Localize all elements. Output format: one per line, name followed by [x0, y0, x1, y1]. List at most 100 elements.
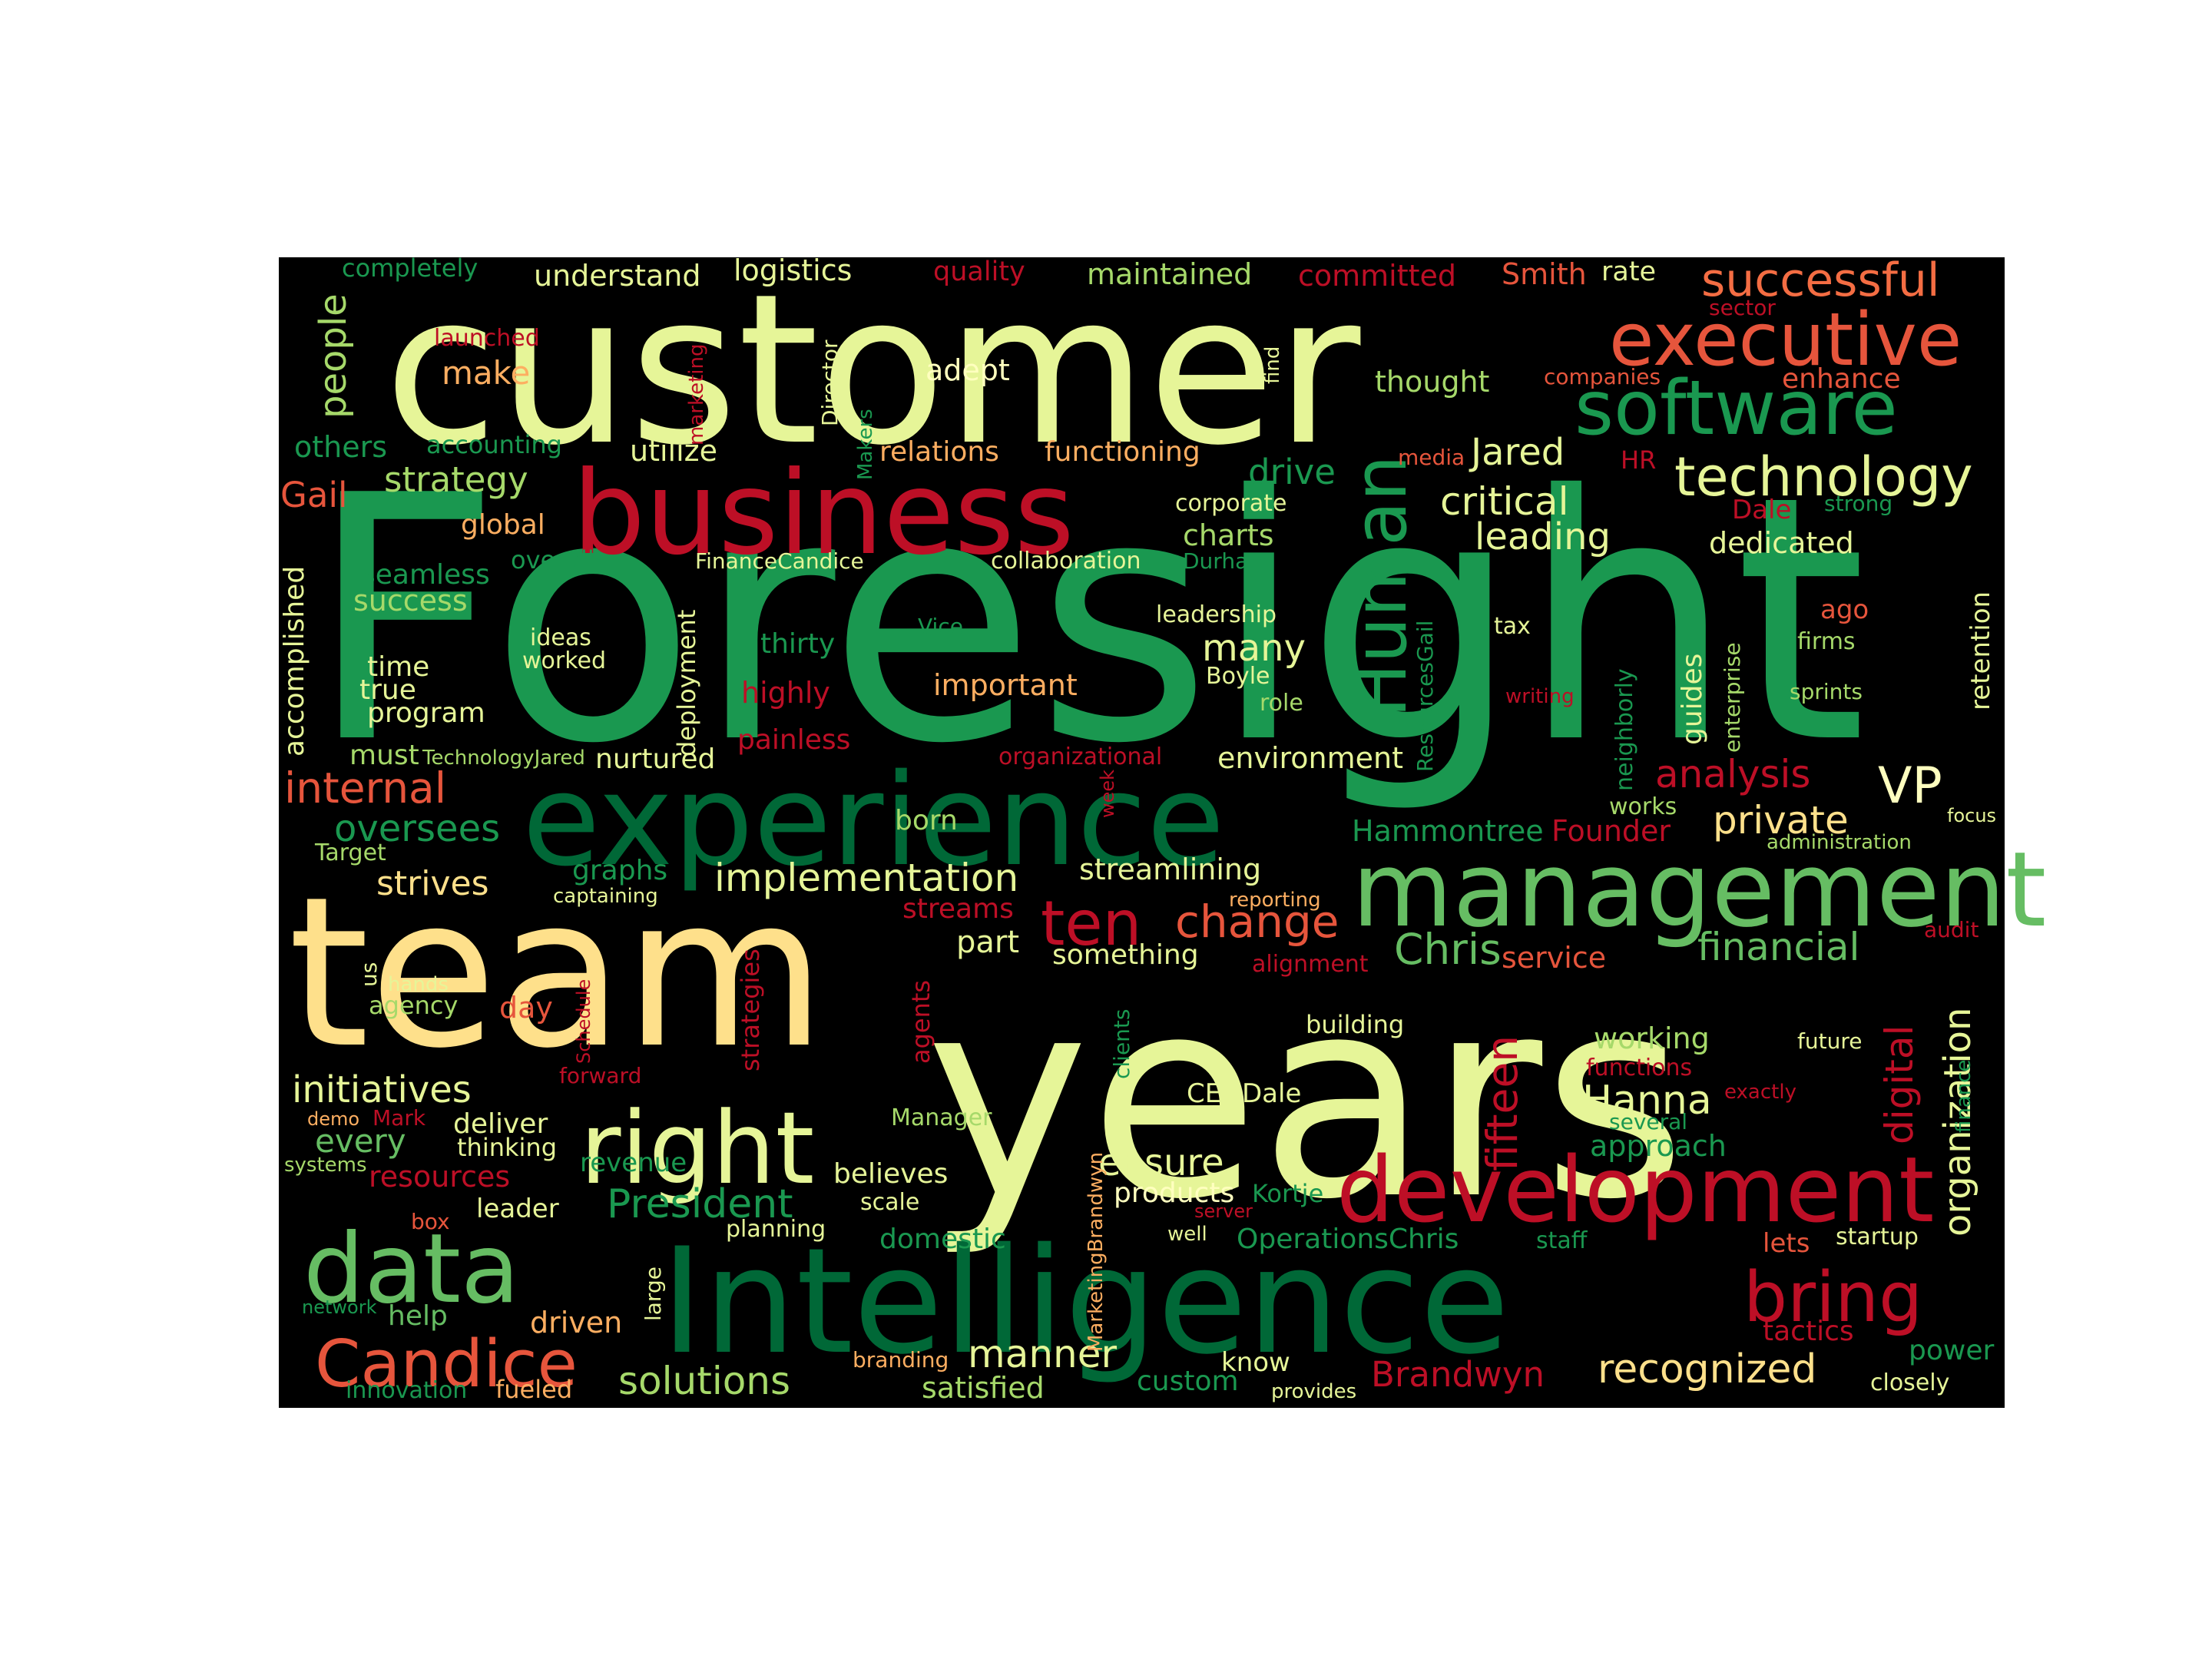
word-maintained: maintained	[1087, 257, 1252, 291]
word-resources: resources	[369, 1160, 510, 1194]
word-staff: staff	[1536, 1227, 1588, 1254]
word-retention: retention	[1965, 591, 1996, 710]
word-seamless: seamless	[361, 559, 490, 591]
word-functions: functions	[1586, 1055, 1692, 1081]
word-team: team	[288, 852, 826, 1094]
word-driven: driven	[530, 1306, 622, 1339]
word-business: business	[572, 447, 1075, 581]
word-leadership: leadership	[1156, 601, 1277, 628]
word-candice: Candice	[315, 1326, 578, 1402]
word-graphs: graphs	[572, 855, 667, 886]
word-products: products	[1114, 1177, 1234, 1209]
word-satisfied: satisfied	[922, 1371, 1045, 1405]
word-finance-candice: FinanceCandice	[695, 548, 864, 574]
word-makers: Makers	[854, 409, 877, 480]
word-smith: Smith	[1502, 257, 1587, 291]
word-scale: scale	[860, 1189, 919, 1216]
word-fifteen: fifteen	[1478, 1035, 1527, 1171]
word-power: power	[1909, 1335, 1994, 1366]
word-oversees: oversees	[334, 807, 500, 850]
word-must: must	[349, 740, 419, 771]
word-many: many	[1202, 627, 1306, 670]
word-dale: Dale	[1732, 495, 1791, 525]
word-finance: finance	[1952, 1059, 1975, 1133]
word-make: make	[442, 354, 530, 392]
word-strives: strives	[376, 864, 489, 903]
word-role: role	[1260, 690, 1303, 717]
word-sprints: sprints	[1790, 679, 1863, 704]
word-boyle: Boyle	[1206, 663, 1270, 690]
word-agency: agency	[369, 991, 458, 1020]
word-development: development	[1336, 1137, 1934, 1243]
word-president: President	[607, 1181, 793, 1227]
word-analysis: analysis	[1655, 752, 1810, 796]
word-completely: completely	[342, 253, 478, 283]
word-ago: ago	[1820, 594, 1869, 625]
word-help: help	[388, 1300, 448, 1332]
word-believes: believes	[833, 1158, 948, 1190]
word-thirty: thirty	[760, 628, 835, 660]
word-internal: internal	[284, 763, 446, 813]
word-logistics: logistics	[733, 253, 852, 287]
word-provides: provides	[1271, 1380, 1356, 1403]
word-management: management	[1352, 830, 2046, 950]
word-server: server	[1194, 1200, 1253, 1222]
word-guides: guides	[1677, 654, 1708, 745]
word-years: years	[926, 938, 1687, 1260]
word-corporate: corporate	[1175, 490, 1287, 517]
word-well: well	[1167, 1223, 1207, 1246]
word-tactics: tactics	[1763, 1316, 1854, 1347]
word-something: something	[1052, 939, 1199, 971]
word-thinking: thinking	[457, 1133, 557, 1162]
word-thought: thought	[1375, 365, 1489, 399]
word-highly: highly	[741, 676, 830, 710]
word-quality: quality	[933, 257, 1025, 287]
word-planning: planning	[726, 1216, 826, 1243]
word-founder: Founder	[1551, 814, 1671, 848]
word-software: software	[1575, 365, 1898, 452]
word-success: success	[353, 584, 468, 618]
word-solutions: solutions	[618, 1359, 790, 1403]
word-network: network	[302, 1296, 377, 1318]
word-enterprise: enterprise	[1720, 642, 1745, 753]
word-reporting: reporting	[1229, 889, 1321, 912]
word-kortje: Kortje	[1252, 1179, 1323, 1208]
word-true: true	[359, 674, 416, 706]
word-branding: branding	[853, 1347, 949, 1373]
word-enhance: enhance	[1782, 363, 1901, 395]
word-closely: closely	[1870, 1369, 1949, 1396]
word-vice: Vice	[918, 614, 963, 639]
word-collaboration: collaboration	[991, 548, 1141, 575]
word-hr: HR	[1621, 445, 1656, 475]
word-neighborly: neighborly	[1611, 668, 1638, 791]
word-find: find	[1261, 346, 1284, 384]
word-day: day	[499, 991, 553, 1025]
word-operations-chris: OperationsChris	[1237, 1224, 1459, 1255]
word-intelligence: Intelligence	[661, 1217, 1510, 1386]
word-human: Human	[1339, 455, 1423, 718]
word-strong: strong	[1824, 491, 1892, 516]
word-painless: painless	[737, 724, 850, 756]
word-focus: focus	[1947, 805, 1996, 826]
word-future: future	[1797, 1028, 1862, 1054]
word-marketing: marketing	[685, 344, 708, 445]
word-relations: relations	[879, 436, 999, 468]
word-recognized: recognized	[1598, 1346, 1816, 1392]
word-experience: experience	[522, 747, 1225, 894]
word-leader: leader	[476, 1194, 559, 1224]
word-bring: bring	[1743, 1257, 1922, 1338]
word-successful: successful	[1701, 253, 1940, 307]
word-organization: organization	[1936, 1008, 1979, 1237]
word-deliver: deliver	[453, 1108, 548, 1140]
word-private: private	[1713, 798, 1849, 843]
word-understand: understand	[534, 259, 700, 293]
word-forward: forward	[559, 1063, 641, 1088]
word-firms: firms	[1797, 628, 1856, 655]
word-manner: manner	[968, 1332, 1117, 1376]
word-durham: Durham	[1183, 548, 1270, 574]
word-foresight: Foresight	[307, 424, 1867, 817]
word-strategy: strategy	[384, 459, 528, 500]
word-know: know	[1221, 1347, 1290, 1378]
word-building: building	[1306, 1010, 1404, 1039]
